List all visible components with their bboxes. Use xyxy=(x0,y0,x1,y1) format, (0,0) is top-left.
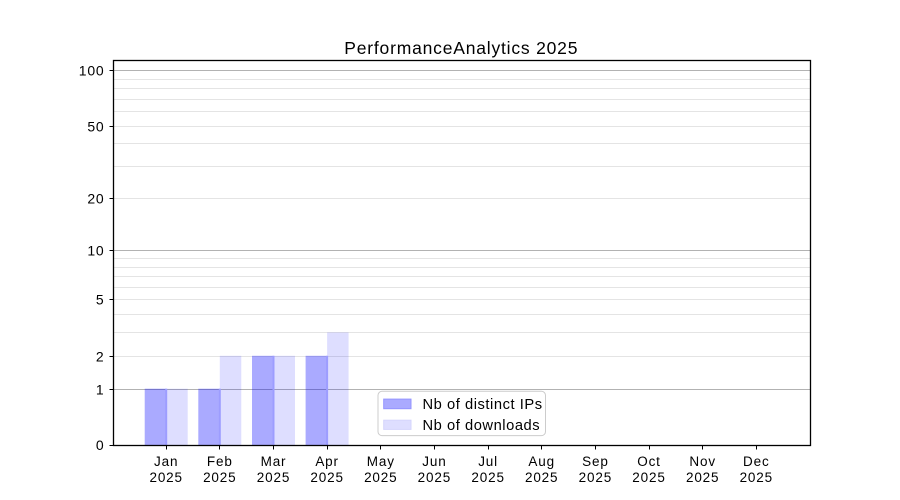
svg-text:2025: 2025 xyxy=(740,470,773,485)
svg-text:20: 20 xyxy=(87,191,104,207)
svg-text:2025: 2025 xyxy=(418,470,451,485)
svg-text:Jul: Jul xyxy=(478,454,498,469)
svg-text:5: 5 xyxy=(96,292,105,308)
svg-text:Oct: Oct xyxy=(637,454,661,469)
svg-text:Apr: Apr xyxy=(315,454,339,469)
svg-text:2025: 2025 xyxy=(257,470,290,485)
svg-text:Jan: Jan xyxy=(154,454,178,469)
svg-text:Jun: Jun xyxy=(422,454,446,469)
svg-text:2025: 2025 xyxy=(579,470,612,485)
svg-text:2025: 2025 xyxy=(310,470,343,485)
svg-text:Feb: Feb xyxy=(207,454,233,469)
svg-text:Aug: Aug xyxy=(528,454,555,469)
svg-text:Dec: Dec xyxy=(743,454,770,469)
svg-text:10: 10 xyxy=(87,243,104,259)
svg-text:May: May xyxy=(367,454,395,469)
svg-text:2025: 2025 xyxy=(686,470,719,485)
svg-text:50: 50 xyxy=(87,119,104,135)
svg-text:PerformanceAnalytics 2025: PerformanceAnalytics 2025 xyxy=(344,38,578,58)
svg-text:2025: 2025 xyxy=(149,470,182,485)
svg-text:Nb of distinct IPs: Nb of distinct IPs xyxy=(423,397,543,413)
svg-text:2025: 2025 xyxy=(203,470,236,485)
svg-text:2025: 2025 xyxy=(471,470,504,485)
svg-text:Nov: Nov xyxy=(689,454,716,469)
svg-text:Sep: Sep xyxy=(582,454,609,469)
svg-text:100: 100 xyxy=(79,63,105,79)
svg-text:Mar: Mar xyxy=(261,454,287,469)
svg-text:2: 2 xyxy=(96,349,105,365)
svg-text:2025: 2025 xyxy=(525,470,558,485)
svg-text:1: 1 xyxy=(96,382,105,398)
svg-text:2025: 2025 xyxy=(364,470,397,485)
svg-text:0: 0 xyxy=(96,437,105,453)
svg-text:Nb of downloads: Nb of downloads xyxy=(423,418,541,434)
svg-text:2025: 2025 xyxy=(632,470,665,485)
